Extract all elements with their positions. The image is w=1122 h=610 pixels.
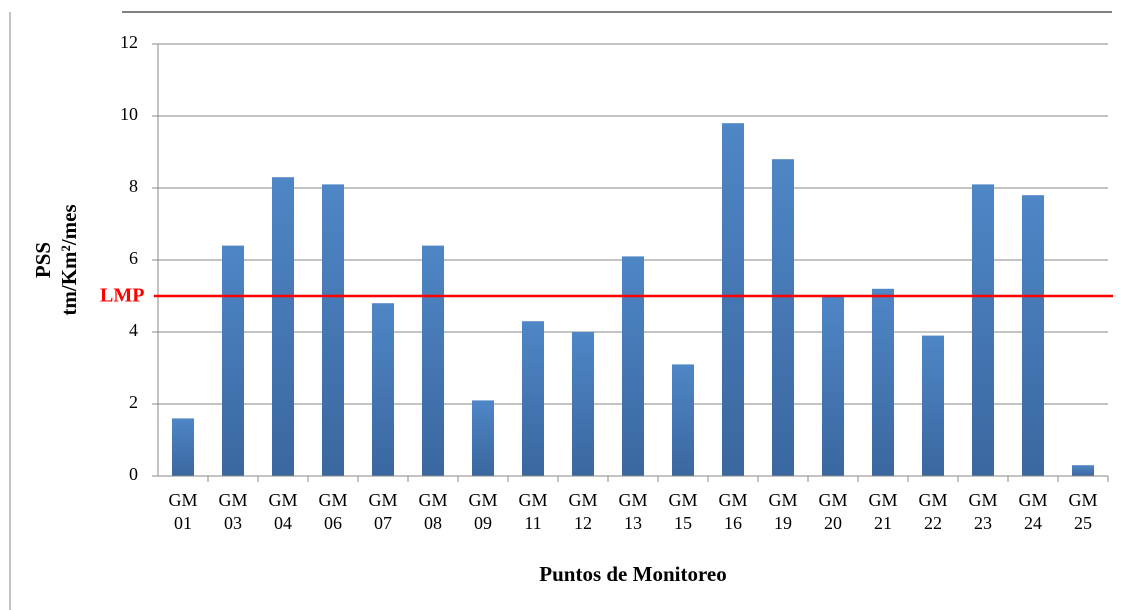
y-tick-label: 10: [120, 104, 138, 124]
y-axis-label: PSS tm/Km²/mes: [31, 204, 81, 315]
bar: [272, 177, 294, 476]
x-tick-label: GM 01: [168, 490, 198, 533]
bar: [872, 288, 894, 476]
y-axis-label-line: PSS: [31, 242, 55, 278]
x-tick-label: GM 23: [968, 490, 998, 533]
x-tick-label: GM 22: [918, 490, 948, 533]
x-tick-label: GM 21: [868, 490, 898, 533]
bar: [1022, 195, 1044, 476]
y-tick-label: 4: [129, 320, 138, 340]
bar: [172, 418, 194, 476]
bar: [372, 303, 394, 476]
bar: [222, 245, 244, 476]
bar: [972, 184, 994, 476]
bar: [772, 159, 794, 476]
x-tick-label: GM 09: [468, 490, 498, 533]
y-tick-label: 12: [120, 32, 138, 52]
reference-label: LMP: [100, 285, 144, 307]
x-tick-label: GM 04: [268, 490, 298, 533]
bar: [522, 321, 544, 476]
x-tick-label: GM 19: [768, 490, 798, 533]
bar: [422, 245, 444, 476]
x-tick-label: GM 16: [718, 490, 748, 533]
y-tick-label: 2: [129, 392, 138, 412]
bar: [1072, 465, 1094, 476]
bar: [322, 184, 344, 476]
bar: [922, 335, 944, 476]
x-tick-label: GM 20: [818, 490, 848, 533]
x-tick-label: GM 08: [418, 490, 448, 533]
bar: [722, 123, 744, 476]
y-tick-label: 6: [129, 248, 138, 268]
x-tick-label: GM 03: [218, 490, 248, 533]
x-tick-label: GM 06: [318, 490, 348, 533]
x-tick-label: GM 07: [368, 490, 398, 533]
x-tick-label: GM 25: [1068, 490, 1098, 533]
x-tick-label: GM 15: [668, 490, 698, 533]
bar: [572, 332, 594, 476]
y-tick-label: 0: [129, 464, 138, 484]
x-tick-label: GM 13: [618, 490, 648, 533]
bar: [672, 364, 694, 476]
bar: [622, 256, 644, 476]
y-axis-label-line: tm/Km²/mes: [57, 204, 81, 315]
y-tick-label: 8: [129, 176, 138, 196]
bar: [822, 296, 844, 476]
bar: [472, 400, 494, 476]
x-axis-label: Puntos de Monitoreo: [539, 562, 726, 586]
x-tick-label: GM 12: [568, 490, 598, 533]
x-tick-label: GM 11: [518, 490, 548, 533]
x-tick-label: GM 24: [1018, 490, 1048, 533]
